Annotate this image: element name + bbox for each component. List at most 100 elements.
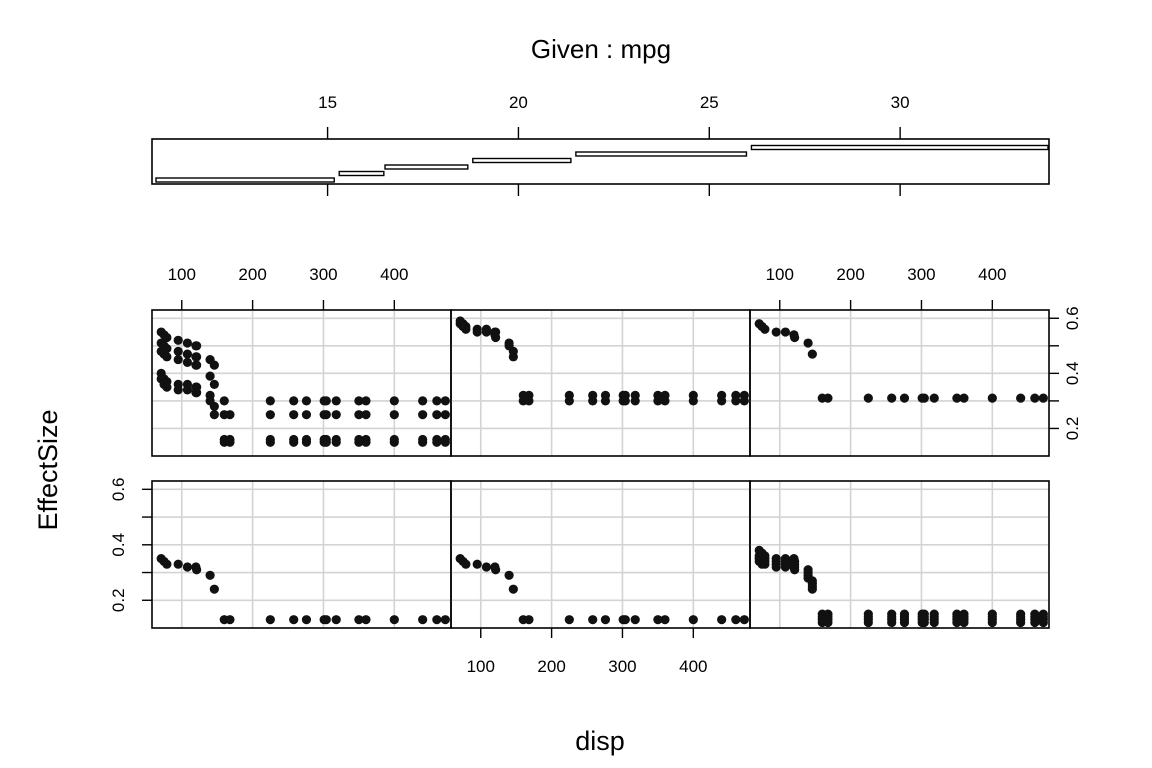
x-tick-label: 300 [608, 657, 636, 676]
data-point [182, 385, 193, 395]
data-point [863, 393, 873, 403]
data-point [321, 615, 331, 625]
data-point [440, 396, 450, 406]
x-tick-label: 300 [907, 265, 935, 284]
data-point [209, 379, 219, 389]
data-point [205, 371, 215, 381]
data-point [823, 617, 833, 628]
data-point [209, 360, 219, 370]
data-point [432, 615, 442, 625]
given-interval-bar [472, 157, 572, 164]
data-point [173, 385, 183, 395]
data-point [790, 332, 800, 343]
data-point [354, 396, 364, 406]
data-point [432, 410, 442, 420]
data-point [289, 437, 299, 447]
panel-3 [749, 309, 1050, 457]
data-point [959, 393, 969, 403]
data-point [688, 615, 698, 625]
data-point [959, 617, 969, 628]
data-point [225, 615, 235, 625]
data-point [440, 615, 450, 625]
y-tick-label: 0.6 [109, 478, 128, 502]
given-interval-bar [575, 151, 748, 157]
data-point [863, 617, 873, 628]
data-point [265, 396, 275, 406]
x-tick-label: 300 [309, 265, 337, 284]
data-point [354, 410, 364, 420]
data-point [508, 352, 518, 362]
data-point [504, 570, 514, 580]
data-point [162, 382, 172, 392]
data-point [653, 396, 663, 406]
given-panel: 15 20 25 30 [151, 93, 1050, 196]
data-point [331, 615, 341, 625]
data-point [790, 565, 800, 575]
data-point [771, 562, 781, 572]
data-point [354, 615, 364, 625]
data-point [225, 410, 235, 420]
panel-5 [450, 480, 751, 629]
data-point [760, 324, 770, 334]
chart-title: Given : mpg [531, 34, 671, 64]
data-point [192, 388, 202, 398]
x-tick-label: 100 [168, 265, 196, 284]
x-tick-label: 400 [679, 657, 707, 676]
data-point [321, 437, 331, 447]
x-tick-label: 200 [238, 265, 266, 284]
data-point [630, 396, 640, 406]
data-point [265, 437, 275, 447]
data-point [653, 615, 663, 625]
data-point [760, 559, 770, 569]
given-tick-label: 25 [700, 93, 719, 112]
data-point [440, 410, 450, 420]
data-point [418, 396, 428, 406]
data-point [780, 327, 791, 337]
panel-frame [749, 480, 1050, 629]
data-point [929, 617, 939, 628]
data-point [301, 396, 312, 406]
panels [151, 309, 1050, 629]
data-point [361, 396, 371, 406]
data-point [887, 617, 897, 628]
data-point [1030, 617, 1040, 628]
given-interval-bar [384, 164, 469, 170]
x-tick-label: 100 [467, 657, 495, 676]
data-point [331, 437, 341, 447]
data-point [432, 396, 442, 406]
data-point [162, 332, 172, 343]
data-point [461, 324, 471, 334]
data-point [717, 396, 727, 406]
data-point [418, 615, 428, 625]
data-point [461, 559, 471, 569]
data-point [192, 352, 202, 362]
data-point [440, 437, 450, 447]
data-point [301, 437, 312, 447]
y-axis-title: EffectSize [33, 409, 63, 530]
data-point [205, 396, 215, 406]
given-interval-bar [750, 144, 1049, 151]
data-point [418, 410, 428, 420]
data-point [162, 352, 172, 362]
data-point [919, 617, 929, 628]
data-point [361, 410, 371, 420]
data-point [987, 617, 997, 628]
data-point [588, 396, 598, 406]
data-point [1016, 393, 1026, 403]
data-point [1038, 617, 1048, 628]
data-point [588, 615, 598, 625]
data-point [620, 396, 630, 406]
data-point [524, 396, 534, 406]
data-point [361, 615, 371, 625]
data-point [491, 565, 501, 575]
data-point [491, 332, 501, 343]
panel-2 [450, 309, 751, 457]
panel-frame [749, 309, 1050, 457]
data-point [321, 410, 331, 420]
y-tick-label: 0.2 [109, 588, 128, 612]
data-point [660, 615, 670, 625]
data-point [192, 565, 202, 575]
data-point [600, 615, 611, 625]
data-point [481, 327, 492, 337]
